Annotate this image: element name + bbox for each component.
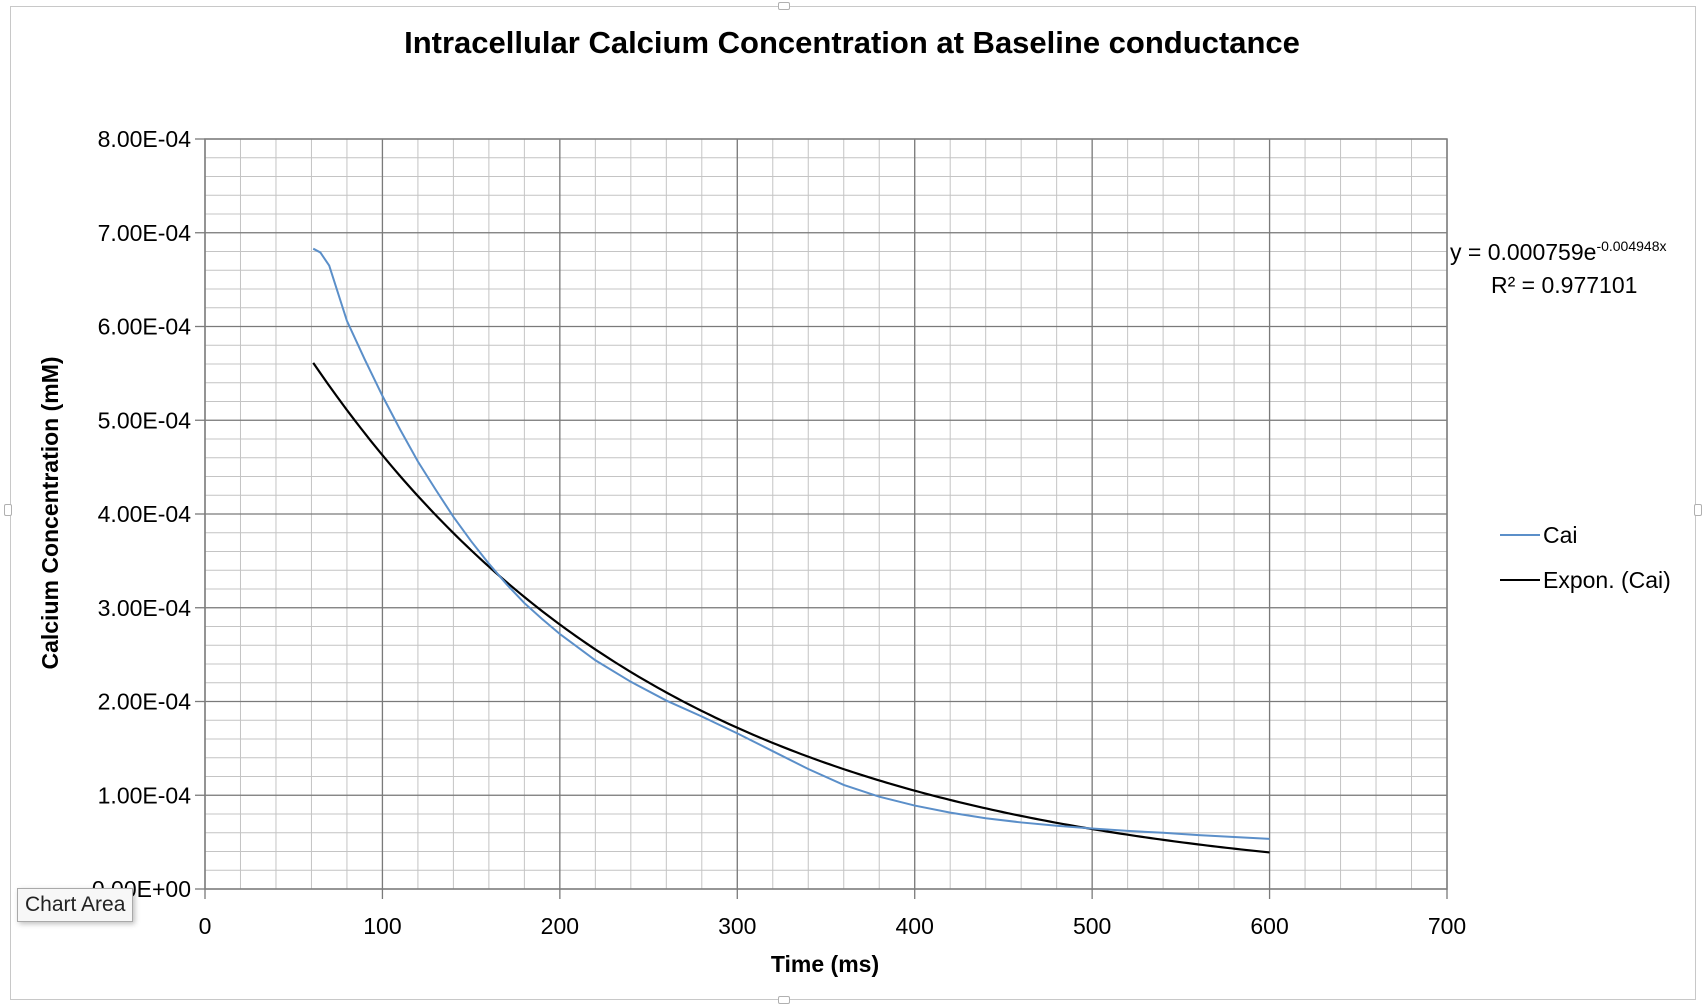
trendline-equation[interactable]: y = 0.000759e-0.004948x R² = 0.977101 — [1450, 238, 1667, 298]
x-tick-label: 700 — [1428, 913, 1466, 939]
legend-label-cai: Cai — [1543, 522, 1578, 548]
resize-handle-left[interactable] — [4, 504, 12, 516]
equation-exponent: -0.004948x — [1596, 238, 1666, 254]
series-line-cai — [312, 247, 1270, 840]
y-tick-label: 5.00E-04 — [98, 407, 192, 433]
x-tick-label: 300 — [718, 913, 756, 939]
series-layer — [312, 247, 1270, 854]
series-line-expon-cai — [312, 362, 1270, 854]
y-tick-label: 8.00E-04 — [98, 126, 192, 152]
x-tick-label: 400 — [896, 913, 934, 939]
r-squared-text: R² = 0.977101 — [1491, 272, 1637, 298]
x-tick-label: 600 — [1250, 913, 1288, 939]
x-tick-label: 100 — [363, 913, 401, 939]
x-tick-label: 500 — [1073, 913, 1111, 939]
chart-area-tooltip: Chart Area — [17, 888, 134, 922]
y-axis-title: Calcium Concentration (mM) — [37, 356, 63, 669]
x-axis: 0 100 200 300 400 500 600 700 — [199, 889, 1466, 939]
y-tick-label: 6.00E-04 — [98, 314, 192, 340]
chart-title: Intracellular Calcium Concentration at B… — [404, 25, 1300, 60]
y-tick-label: 1.00E-04 — [98, 782, 192, 808]
equation-text: y = 0.000759e — [1450, 239, 1596, 265]
x-tick-label: 200 — [541, 913, 579, 939]
resize-handle-right[interactable] — [1694, 504, 1702, 516]
legend-label-expon: Expon. (Cai) — [1543, 567, 1671, 593]
legend[interactable]: Cai Expon. (Cai) — [1500, 522, 1671, 593]
y-tick-label: 2.00E-04 — [98, 689, 192, 715]
resize-handle-bottom[interactable] — [778, 996, 790, 1004]
chart-area[interactable] — [4, 2, 1702, 1004]
x-axis-title: Time (ms) — [771, 951, 879, 977]
x-tick-label: 0 — [199, 913, 212, 939]
y-tick-label: 7.00E-04 — [98, 220, 192, 246]
svg-text:y = 0.000759e-0.004948x: y = 0.000759e-0.004948x — [1450, 238, 1667, 265]
y-tick-label: 4.00E-04 — [98, 501, 192, 527]
resize-handle-top[interactable] — [778, 2, 790, 10]
y-tick-label: 3.00E-04 — [98, 595, 192, 621]
y-axis: 0.00E+001.00E-042.00E-043.00E-044.00E-04… — [92, 126, 205, 902]
